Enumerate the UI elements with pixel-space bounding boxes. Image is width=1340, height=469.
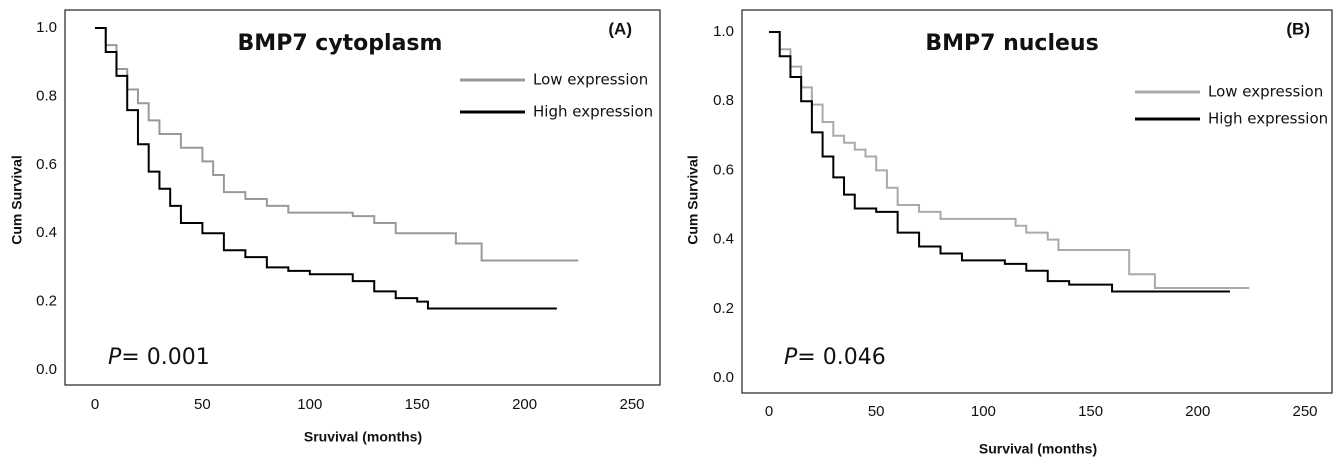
survival-curve [95,27,557,310]
y-tick-label: 0.2 [36,293,57,310]
legend-label: Low expression [533,71,648,89]
y-tick-label: 0.6 [713,161,734,178]
x-tick-label: 50 [868,403,885,420]
y-axis-label: Cum Survival [9,155,25,244]
y-axis-label: Cum Survival [685,155,701,244]
p-text: = 0.001 [121,345,209,370]
x-axis-label: Survival (months) [979,441,1097,457]
x-tick-label: 200 [512,396,537,413]
x-tick-label: 150 [405,396,430,413]
y-tick-label: 0.6 [36,156,57,173]
x-tick-label: 250 [619,396,644,413]
y-tick-label: 0.2 [713,300,734,317]
p-text: = 0.046 [797,345,885,370]
x-tick-label: 150 [1078,403,1103,420]
y-tick-label: 0.4 [36,224,57,241]
plot-frame [64,9,661,386]
x-tick-label: 200 [1185,403,1210,420]
survival-curve [769,31,1250,290]
legend-label: High expression [533,103,653,121]
y-tick-label: 0.4 [713,231,734,248]
legend-label: Low expression [1208,83,1323,101]
y-tick-label: 0.0 [713,369,734,386]
x-tick-label: 250 [1292,403,1317,420]
y-tick-label: 1.0 [36,19,57,36]
p-symbol: P [784,345,798,370]
x-tick-label: 0 [91,396,99,413]
x-tick-label: 100 [971,403,996,420]
p-symbol: P [108,345,122,370]
p-value: P= 0.046 [784,345,886,370]
chart-title: BMP7 cytoplasm [238,31,443,56]
plot-frame [741,9,1333,394]
y-tick-label: 0.0 [36,361,57,378]
panel-label: (B) [1286,19,1310,38]
survival-curve [95,27,579,262]
x-tick-label: 0 [765,403,773,420]
p-value: P= 0.001 [108,345,210,370]
panel-label: (A) [608,19,632,38]
x-tick-label: 100 [297,396,322,413]
survival-curve [769,31,1230,293]
x-tick-label: 50 [194,396,211,413]
y-tick-label: 0.8 [36,87,57,104]
x-axis-label: Sruvival (months) [304,429,422,445]
y-tick-label: 0.8 [713,92,734,109]
chart-title: BMP7 nucleus [925,31,1098,56]
y-tick-label: 1.0 [713,23,734,40]
legend-label: High expression [1208,110,1328,128]
